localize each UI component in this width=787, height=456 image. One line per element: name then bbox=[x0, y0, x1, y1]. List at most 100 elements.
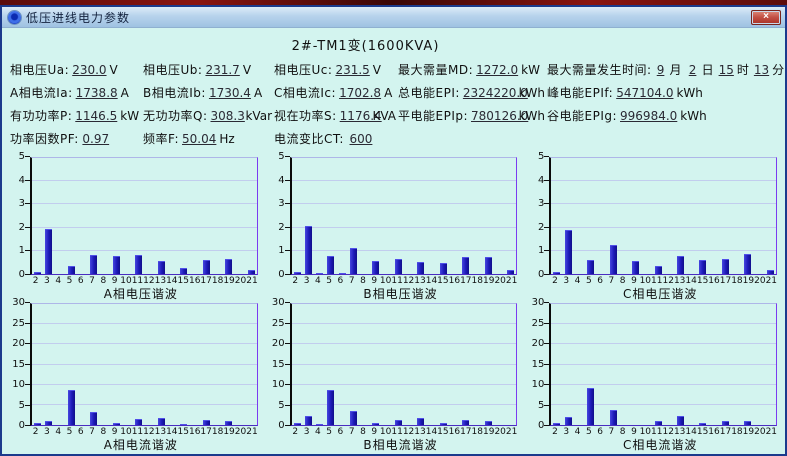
param-item: 总电能EPI: 2324220.0 kWh bbox=[398, 84, 547, 101]
param-unit: A bbox=[384, 86, 393, 100]
y-tick-mark bbox=[284, 250, 290, 252]
x-tick-label: 17 bbox=[719, 427, 732, 437]
x-tick-label: 8 bbox=[100, 427, 107, 437]
bar bbox=[67, 390, 75, 425]
y-tick-label: 1 bbox=[537, 245, 545, 257]
bar bbox=[112, 422, 120, 425]
bar bbox=[484, 257, 492, 274]
bar bbox=[349, 248, 357, 274]
x-tick-label: 4 bbox=[574, 276, 581, 286]
x-tick-label: 3 bbox=[44, 276, 50, 286]
y-tick-label: 5 bbox=[537, 399, 545, 411]
y-tick-label: 5 bbox=[278, 399, 285, 411]
x-tick-label: 10 bbox=[639, 427, 652, 437]
param-value: 547104.0 bbox=[616, 86, 674, 100]
gridline bbox=[32, 363, 257, 365]
x-tick-label: 10 bbox=[379, 427, 392, 437]
bar bbox=[180, 268, 188, 274]
x-tick-label: 3 bbox=[563, 276, 570, 286]
titlebar[interactable]: 低压进线电力参数 × bbox=[2, 7, 785, 28]
param-value: 0.97 bbox=[82, 132, 110, 146]
param-item: 无功功率Q: 308.3 kVar bbox=[143, 107, 274, 124]
close-button[interactable]: × bbox=[751, 9, 781, 25]
x-tick-label: 16 bbox=[708, 427, 720, 437]
y-tick-mark bbox=[25, 384, 30, 385]
y-tick-mark bbox=[284, 363, 290, 365]
y-tick-label: 0 bbox=[18, 420, 25, 431]
x-tick-label: 2 bbox=[292, 276, 299, 286]
bar bbox=[67, 265, 75, 274]
y-tick-mark bbox=[284, 343, 290, 344]
param-label: 有功功率P: bbox=[10, 109, 73, 123]
gridline bbox=[291, 403, 517, 405]
y-tick-mark bbox=[284, 302, 290, 303]
param-label: 峰电能EPIf: bbox=[547, 86, 614, 100]
bar bbox=[338, 272, 346, 274]
x-tick-label: 18 bbox=[731, 427, 743, 437]
x-tick-label: 17 bbox=[200, 427, 212, 437]
x-tick-label: 7 bbox=[608, 427, 615, 437]
param-value: 1730.4 bbox=[208, 86, 251, 100]
bar bbox=[721, 420, 729, 425]
gridline bbox=[291, 249, 517, 251]
x-tick-label: 15 bbox=[177, 427, 189, 437]
x-tick-label: 16 bbox=[448, 276, 461, 286]
y-tick-label: 5 bbox=[278, 151, 285, 162]
x-tick-label: 6 bbox=[597, 276, 603, 286]
x-tick-label: 20 bbox=[494, 427, 506, 437]
x-tick-label: 15 bbox=[696, 276, 709, 286]
param-unit: 时 bbox=[736, 63, 749, 77]
bar bbox=[112, 256, 120, 274]
bar bbox=[439, 263, 447, 274]
bar bbox=[484, 420, 492, 425]
gridline bbox=[291, 383, 517, 385]
x-tick-label: 2 bbox=[552, 276, 558, 286]
x-tick-label: 19 bbox=[223, 276, 235, 286]
x-tick-label: 2 bbox=[292, 427, 299, 437]
x-tick-label: 12 bbox=[662, 427, 674, 437]
param-value: 1272.0 bbox=[476, 63, 519, 77]
y-tick-label: 10 bbox=[531, 379, 545, 390]
param-item: 相电压Uc: 231.5 V bbox=[274, 61, 398, 78]
y-tick-label: 4 bbox=[278, 174, 285, 186]
y-tick-mark bbox=[25, 322, 30, 324]
bar bbox=[654, 265, 662, 274]
param-item: 平电能EPIp: 780126.0 kWh bbox=[398, 107, 547, 124]
gridline bbox=[551, 383, 776, 385]
bar bbox=[553, 272, 561, 274]
bar bbox=[327, 256, 335, 274]
y-tick-label: 2 bbox=[537, 221, 545, 233]
x-tick-label: 12 bbox=[143, 427, 155, 437]
x-tick-label: 3 bbox=[303, 276, 310, 286]
bar bbox=[90, 255, 98, 274]
y-tick-label: 20 bbox=[531, 338, 545, 349]
y-tick-label: 3 bbox=[18, 198, 25, 210]
x-tick-label: 16 bbox=[448, 427, 461, 437]
bar bbox=[564, 230, 572, 274]
y-tick-label: 15 bbox=[271, 358, 285, 370]
param-item: 相电压Ub: 231.7 V bbox=[143, 61, 274, 78]
x-tick-label: 10 bbox=[639, 276, 652, 286]
gridline bbox=[551, 249, 776, 251]
param-label: 无功功率Q: bbox=[143, 109, 208, 123]
harmonics-chart: 0 1 2 3 4 5 2 3 4 5 6 7 8 9 10 11 12 13 14 15 16 17 18 19 20 21 B相… bbox=[264, 151, 524, 302]
param-value: 15 bbox=[718, 63, 734, 77]
x-tick-label: 14 bbox=[166, 276, 178, 286]
bar bbox=[157, 261, 165, 274]
x-tick-label: 21 bbox=[765, 427, 778, 437]
y-tick-mark bbox=[544, 179, 550, 181]
gridline bbox=[291, 323, 517, 325]
y-tick-mark bbox=[544, 384, 550, 385]
gridline bbox=[32, 180, 257, 182]
bar bbox=[225, 421, 233, 425]
param-value: 9 bbox=[656, 63, 665, 77]
y-tick-mark bbox=[25, 179, 30, 181]
x-tick-label: 14 bbox=[425, 276, 438, 286]
param-item: 有功功率P: 1146.5 kW bbox=[10, 107, 143, 124]
y-tick-label: 1 bbox=[18, 245, 25, 257]
window-content: 2#-TM1变(1600KVA) 相电压Ua: 230.0 V 相电压Ub: 231… bbox=[2, 28, 785, 456]
x-tick-label: 18 bbox=[471, 276, 483, 286]
bar bbox=[417, 262, 425, 274]
x-tick-label: 14 bbox=[166, 427, 178, 437]
x-tick-label: 3 bbox=[563, 427, 570, 437]
